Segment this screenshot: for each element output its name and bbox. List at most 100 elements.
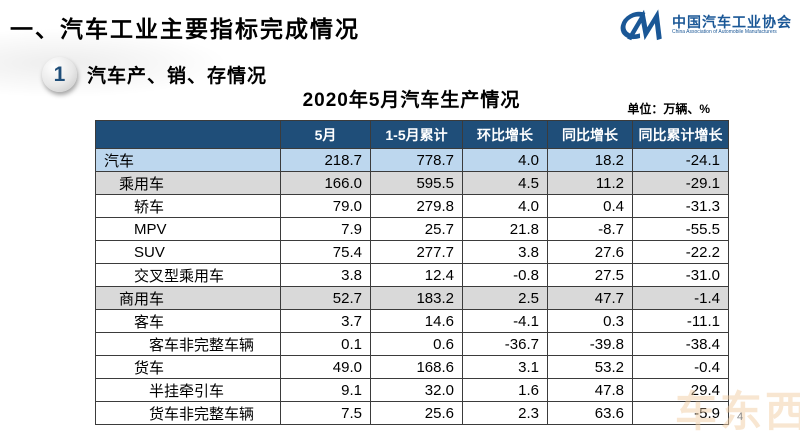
table-cell: 277.7 [370,240,463,264]
column-header-5: 同比累计增长 [632,120,729,149]
table-title: 2020年5月汽车生产情况 [302,90,521,111]
table-cell: 11.2 [547,171,633,195]
column-header-2: 1-5月累计 [370,120,463,149]
table-cell: 25.6 [370,401,463,425]
table-cell: 18.2 [547,148,633,172]
section-title: 汽车产、销、存情况 [87,66,268,87]
table-cell: 29.4 [632,378,729,402]
column-header-0 [95,120,281,149]
table-cell: 25.7 [370,217,463,241]
table-cell: 0.1 [280,332,371,356]
table-cell: -0.4 [632,355,729,379]
table-cell: 4.0 [462,148,548,172]
table-cell: 183.2 [370,286,463,310]
org-name-english: China Association of Automobile Manufact… [672,28,777,35]
table-header: 5月 1-5月累计 环比增长 同比增长 同比累计增长 [95,120,729,149]
table-cell: -22.2 [632,240,729,264]
table-cell: 21.8 [462,217,548,241]
table-row: 商用车 52.7 183.2 2.5 47.7 -1.4 [95,286,729,310]
table-cell: 0.6 [370,332,463,356]
table-cell: 47.7 [547,286,633,310]
table-cell: -11.1 [632,309,729,333]
row-label: 客车非完整车辆 [95,332,281,356]
table-row: 汽车 218.7 778.7 4.0 18.2 -24.1 [95,148,729,172]
table-cell: 27.5 [547,263,633,287]
table-cell: 4.5 [462,171,548,195]
table-cell: -0.8 [462,263,548,287]
table-cell: -4.1 [462,309,548,333]
table-row: SUV 75.4 277.7 3.8 27.6 -22.2 [95,240,729,264]
table-row: 半挂牵引车 9.1 32.0 1.6 47.8 29.4 [95,378,729,402]
table-row: 乘用车 166.0 595.5 4.5 11.2 -29.1 [95,171,729,195]
section-number-badge: 1 [42,57,77,92]
section-header: 1 汽车产、销、存情况 [42,57,267,92]
table-cell: 2.3 [462,401,548,425]
organization-logo: 中国汽车工业协会 China Association of Automobile… [614,8,792,42]
row-label: 乘用车 [95,171,281,195]
table-cell: 166.0 [280,171,371,195]
table-cell: 27.6 [547,240,633,264]
table-cell: 3.1 [462,355,548,379]
row-label: 半挂牵引车 [95,378,281,402]
table-cell: 32.0 [370,378,463,402]
table-cell: -8.7 [547,217,633,241]
table-cell: 49.0 [280,355,371,379]
table-cell: 0.3 [547,309,633,333]
table-cell: 595.5 [370,171,463,195]
table-cell: 7.5 [280,401,371,425]
logo-text: 中国汽车工业协会 China Association of Automobile… [672,13,792,36]
row-label: 客车 [95,309,281,333]
table-cell: 3.8 [462,240,548,264]
row-label: 货车非完整车辆 [95,401,281,425]
table-cell: 79.0 [280,194,371,218]
row-label: MPV [95,217,281,241]
row-label: 轿车 [95,194,281,218]
row-label: SUV [95,240,281,264]
table-cell: 7.9 [280,217,371,241]
table-cell: 14.6 [370,309,463,333]
table-row: 客车 3.7 14.6 -4.1 0.3 -11.1 [95,309,729,333]
table-cell: -1.4 [632,286,729,310]
column-header-1: 5月 [280,120,371,149]
page-title: 一、汽车工业主要指标完成情况 [10,16,360,42]
table-cell: -38.4 [632,332,729,356]
table-cell: -55.5 [632,217,729,241]
table-cell: 12.4 [370,263,463,287]
table-cell: -31.0 [632,263,729,287]
table-cell: 3.8 [280,263,371,287]
row-label: 交叉型乘用车 [95,263,281,287]
table-row: 交叉型乘用车 3.8 12.4 -0.8 27.5 -31.0 [95,263,729,287]
table-cell: 778.7 [370,148,463,172]
table-cell: -24.1 [632,148,729,172]
table-row: MPV 7.9 25.7 21.8 -8.7 -55.5 [95,217,729,241]
table-cell: 2.5 [462,286,548,310]
row-label: 商用车 [95,286,281,310]
production-table: 5月 1-5月累计 环比增长 同比增长 同比累计增长 汽车 218.7 778.7 4.0 18… [95,120,729,425]
table-row: 货车非完整车辆 7.5 25.6 2.3 63.6 -5.9 [95,401,729,425]
table-header-row: 5月 1-5月累计 环比增长 同比增长 同比累计增长 [95,120,729,149]
page-number: 4 [737,411,744,423]
table-cell: 47.8 [547,378,633,402]
table-body: 汽车 218.7 778.7 4.0 18.2 -24.1 乘用车 166.0 595.5 4.5… [95,148,729,425]
table-cell: 9.1 [280,378,371,402]
row-label: 货车 [95,355,281,379]
table-cell: -5.9 [632,401,729,425]
table-cell: -31.3 [632,194,729,218]
table-cell: -36.7 [462,332,548,356]
table-row: 客车非完整车辆 0.1 0.6 -36.7 -39.8 -38.4 [95,332,729,356]
table-cell: 52.7 [280,286,371,310]
table-cell: -29.1 [632,171,729,195]
table-row: 货车 49.0 168.6 3.1 53.2 -0.4 [95,355,729,379]
table-cell: -39.8 [547,332,633,356]
cam-monogram-icon [620,9,662,41]
column-header-4: 同比增长 [547,120,633,149]
org-name-chinese: 中国汽车工业协会 [672,13,792,30]
row-label: 汽车 [95,148,281,172]
unit-note: 单位：万辆、% [627,102,710,116]
table-cell: 218.7 [280,148,371,172]
table-cell: 63.6 [547,401,633,425]
table-cell: 168.6 [370,355,463,379]
column-header-3: 环比增长 [462,120,548,149]
table-cell: 53.2 [547,355,633,379]
table-cell: 1.6 [462,378,548,402]
